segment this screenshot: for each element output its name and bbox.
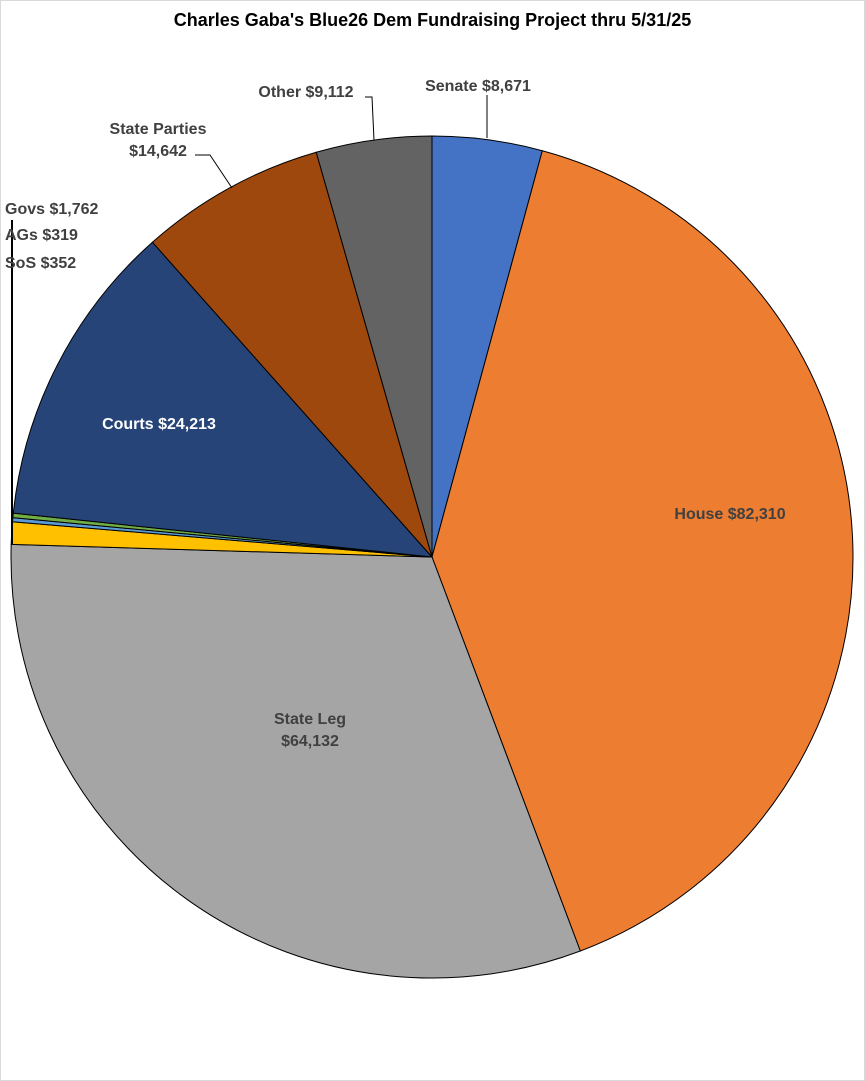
data-label-state-leg: State Leg $64,132 — [274, 711, 346, 750]
data-label-state-parties: State Parties $14,642 — [110, 121, 207, 160]
pie-slice-state-leg — [10, 543, 581, 979]
pie-slice-house — [431, 150, 854, 952]
data-label-govs: Govs $1,762 — [5, 201, 99, 218]
chart-title: Charles Gaba's Blue26 Dem Fundraising Pr… — [173, 10, 692, 30]
data-label-senate: Senate $8,671 — [425, 78, 531, 95]
leader-line-other — [365, 96, 375, 141]
leader-line-state-parties — [195, 154, 233, 189]
data-label-other: Other $9,112 — [258, 84, 353, 101]
data-label-ags: AGs $319 — [5, 227, 78, 244]
pie-slice-other — [315, 135, 433, 558]
data-label-sos: SoS $352 — [5, 255, 76, 272]
data-label-courts: Courts $24,213 — [102, 416, 216, 433]
data-label-house: House $82,310 — [674, 506, 785, 523]
pie-slice-courts — [12, 241, 434, 558]
pie-slice-state-parties — [151, 151, 433, 558]
